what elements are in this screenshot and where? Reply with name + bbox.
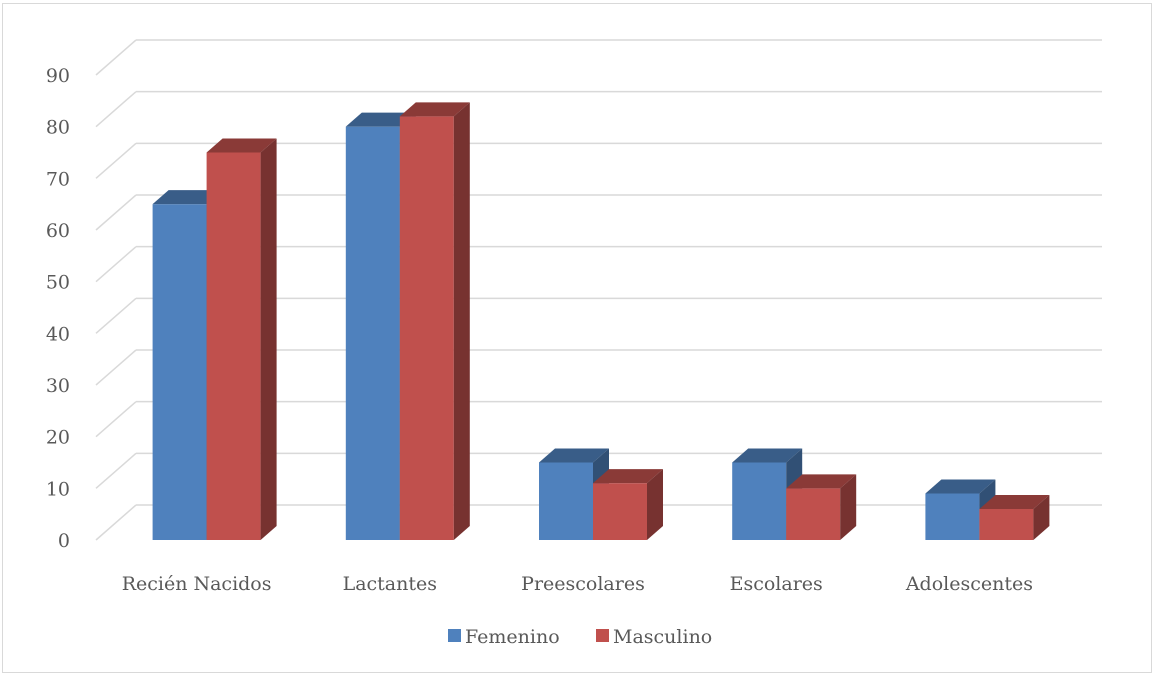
bar-side bbox=[1033, 495, 1050, 540]
bar-top bbox=[732, 448, 803, 463]
y-tick-label: 20 bbox=[46, 427, 70, 449]
bar-top bbox=[152, 190, 223, 205]
bar-masculino-4 bbox=[979, 495, 1050, 540]
gridline-diagonal bbox=[95, 349, 137, 386]
gridlines bbox=[95, 39, 1102, 541]
bar-masculino-2 bbox=[593, 469, 663, 540]
legend-label: Femenino bbox=[465, 626, 560, 648]
bar-side bbox=[647, 469, 663, 540]
x-category-label: Escolares bbox=[730, 573, 823, 595]
gridline-diagonal bbox=[95, 504, 137, 541]
bar-top bbox=[979, 495, 1050, 509]
x-axis-categories: Recién Nacidos Lactantes Preescolares Escol… bbox=[122, 573, 1033, 595]
legend-swatch bbox=[448, 629, 461, 642]
gridline-diagonal bbox=[95, 194, 137, 231]
gridline-diagonal bbox=[95, 142, 137, 179]
bar-top bbox=[206, 138, 277, 153]
gridline-diagonal bbox=[95, 246, 137, 283]
bar-front bbox=[152, 204, 207, 540]
bar-front bbox=[539, 462, 593, 540]
x-category-label: Preescolares bbox=[521, 573, 645, 595]
gridline-diagonal bbox=[95, 39, 137, 76]
bar-top bbox=[399, 102, 470, 117]
y-tick-label: 90 bbox=[46, 65, 70, 87]
x-category-label: Adolescentes bbox=[905, 573, 1033, 595]
bar-top bbox=[925, 479, 996, 494]
bar-masculino-3 bbox=[786, 474, 857, 540]
legend-item-masculino: Masculino bbox=[596, 626, 712, 648]
legend-label: Masculino bbox=[613, 626, 712, 648]
gridline-diagonal bbox=[95, 452, 137, 489]
bar-front bbox=[925, 493, 980, 540]
bar-front bbox=[399, 116, 454, 540]
y-tick-label: 10 bbox=[46, 478, 70, 500]
bar-front bbox=[593, 483, 647, 540]
bar-top bbox=[786, 474, 857, 489]
gridline-diagonal bbox=[95, 401, 137, 438]
y-axis-ticks: 0 10 20 30 40 50 60 70 80 90 bbox=[46, 65, 70, 552]
y-tick-label: 50 bbox=[46, 272, 70, 294]
bar-front bbox=[345, 126, 400, 541]
bar-top bbox=[593, 469, 663, 484]
bar-front bbox=[732, 462, 787, 540]
bar-side bbox=[453, 102, 470, 540]
bar-femenino-4 bbox=[925, 479, 996, 540]
bar-front bbox=[979, 509, 1034, 540]
bar-top bbox=[345, 112, 416, 127]
gridline-diagonal bbox=[95, 297, 137, 334]
y-tick-label: 60 bbox=[46, 220, 70, 242]
bar-top bbox=[539, 448, 609, 463]
bar-side bbox=[840, 474, 857, 540]
y-tick-label: 30 bbox=[46, 375, 70, 397]
bar-masculino-1 bbox=[399, 102, 470, 540]
y-tick-label: 80 bbox=[46, 117, 70, 139]
x-category-label: Lactantes bbox=[343, 573, 437, 595]
bar-side bbox=[260, 138, 277, 540]
gridline-diagonal bbox=[95, 91, 137, 128]
legend: Femenino Masculino bbox=[448, 626, 712, 648]
legend-item-femenino: Femenino bbox=[448, 626, 560, 648]
y-tick-label: 0 bbox=[58, 530, 70, 552]
x-category-label: Recién Nacidos bbox=[122, 573, 272, 595]
legend-swatch bbox=[596, 629, 609, 642]
y-tick-label: 70 bbox=[46, 168, 70, 190]
y-tick-label: 40 bbox=[46, 323, 70, 345]
bars bbox=[152, 102, 1050, 541]
bar-front bbox=[786, 488, 841, 540]
bar-front bbox=[206, 152, 261, 540]
bar-masculino-0 bbox=[206, 138, 277, 540]
